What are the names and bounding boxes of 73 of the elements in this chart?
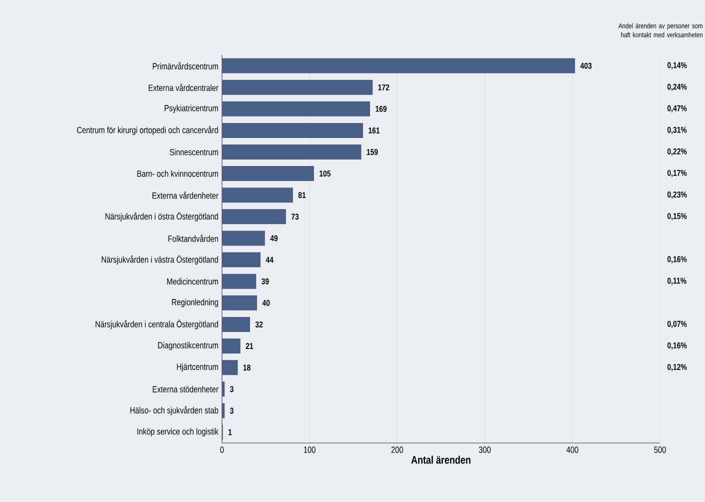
- bar: [222, 122, 364, 138]
- y-tick-label: Hjärtcentrum: [177, 363, 218, 372]
- data-label: 73: [291, 214, 299, 220]
- text: 0,31%: [667, 126, 687, 134]
- bar: [222, 316, 250, 332]
- text: 0,15%: [667, 213, 687, 220]
- data-label: 172: [378, 84, 390, 90]
- y-tick-label: Sinnescentrum: [170, 148, 218, 156]
- data-label: 159: [366, 149, 378, 155]
- data-label: 105: [320, 170, 331, 177]
- bar: [222, 58, 576, 74]
- data-label: 44: [266, 256, 274, 263]
- data-label: 3: [230, 408, 234, 414]
- data-label: 18: [243, 364, 250, 371]
- text: 0,14%: [667, 62, 687, 70]
- text: 0,22%: [667, 148, 687, 156]
- y-tick-label: Hälso- och sjukvården stab: [130, 406, 218, 416]
- x-tick-label: 500: [654, 446, 666, 453]
- data-label: 32: [255, 321, 263, 328]
- y-tick-label: Diagnostikcentrum: [158, 342, 218, 350]
- text: 0,47%: [667, 105, 687, 113]
- data-label: 3: [230, 386, 234, 392]
- y-tick-label: Medicincentrum: [167, 278, 218, 285]
- y-tick-label: Externa vårdenheter: [152, 191, 218, 199]
- text: 0,16%: [667, 256, 687, 264]
- y-tick-label: Externa vårdcentraler: [148, 84, 218, 91]
- x-axis-title: Antal ärenden: [411, 456, 470, 464]
- data-label: 1: [228, 429, 232, 436]
- bar: [222, 360, 238, 376]
- text: 0,11%: [667, 278, 686, 285]
- bar: [222, 338, 240, 354]
- bar: [222, 230, 265, 246]
- y-tick-label: Regionledning: [172, 298, 218, 308]
- x-tick-label: 100: [304, 446, 316, 453]
- data-label: 21: [246, 343, 254, 349]
- y-tick-label: Centrum för kirurgi ortopedi och cancervård: [77, 126, 218, 135]
- bar: [222, 295, 258, 310]
- text: 0,07%: [667, 320, 687, 328]
- data-label: 403: [580, 62, 592, 69]
- x-tick-label: 300: [478, 446, 491, 453]
- text: 0,23%: [667, 192, 687, 199]
- x-tick-label: 200: [391, 446, 404, 453]
- bar: [222, 188, 293, 203]
- y-tick-label: Närsjukvården i centrala Östergötland: [96, 320, 218, 330]
- bar: [222, 209, 286, 224]
- y-tick-label: Barn- och kvinnocentrum: [137, 170, 218, 177]
- data-label: 49: [270, 235, 278, 242]
- y-tick-label: Närsjukvården i västra Östergötland: [102, 255, 218, 264]
- bar: [222, 252, 261, 268]
- y-tick-label: Primärvårdscentrum: [152, 62, 218, 70]
- text: 0,16%: [667, 342, 687, 350]
- y-tick-label: Inköp service och logistik: [137, 428, 218, 436]
- y-tick-label: Närsjukvården i östra Östergötland: [105, 212, 218, 222]
- bar: [222, 403, 225, 418]
- data-label: 169: [376, 106, 387, 112]
- text: 0,17%: [667, 170, 687, 178]
- y-tick-label: Psykiatricentrum: [164, 104, 218, 114]
- data-label: 39: [262, 278, 269, 284]
- x-tick-label: 400: [566, 446, 578, 453]
- bar: [222, 80, 373, 95]
- bar: [222, 382, 225, 397]
- bar: [222, 101, 370, 116]
- bar: [222, 274, 256, 289]
- text: 0,12%: [667, 364, 687, 372]
- x-tick-label: 0: [220, 446, 224, 453]
- bar: [222, 144, 362, 160]
- y-tick-label: Folktandvården: [168, 234, 218, 242]
- data-label: 81: [298, 192, 306, 198]
- y-tick-label: Externa stödenheter: [152, 386, 218, 392]
- text: 0,24%: [667, 84, 687, 91]
- data-label: 40: [262, 300, 270, 306]
- bar: [222, 166, 314, 182]
- data-label: 161: [368, 127, 380, 134]
